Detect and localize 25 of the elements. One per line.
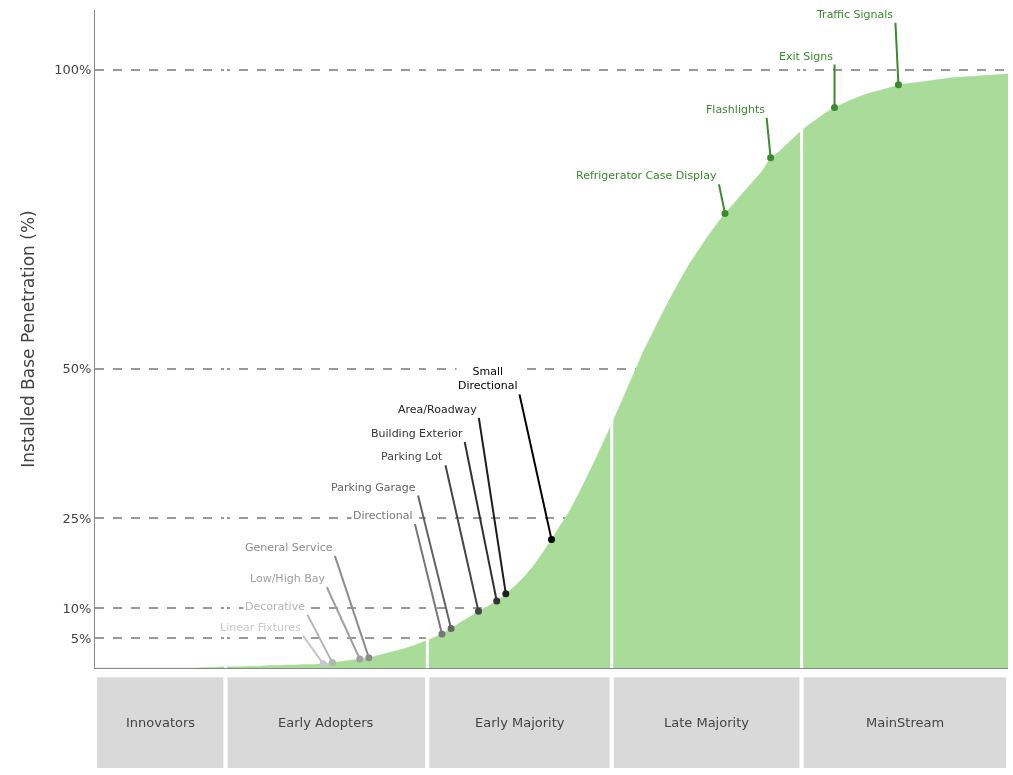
y-axis-title: Installed Base Penetration (%) [17,210,38,468]
y-tick-label: 25% [62,511,92,526]
y-tick-label: 100% [54,62,92,78]
annotation: Decorative [245,600,306,613]
y-tick-label: 10% [62,600,92,616]
annotation: Flashlights [706,103,766,116]
annotation: Refrigerator Case Display [576,169,717,182]
text: Innovators [126,715,196,730]
text: Early Majority [475,715,565,730]
annotation: Directional [353,509,413,522]
text: Late Majority [664,715,750,730]
annotation: Traffic Signals [816,8,894,21]
point [474,607,482,615]
text: MainStream [866,715,945,730]
text: Early Adopters [278,715,374,730]
annotation: General Service [245,541,333,554]
annotation: Parking Garage [331,481,416,494]
annotation: Area/Roadway [398,403,478,416]
annotation: Exit Signs [779,50,834,63]
annotation: Parking Lot [381,450,443,463]
y-tick-label: 50% [62,361,92,377]
y-tick-label: 5% [70,630,92,646]
annotation: Small Directional [458,365,518,393]
annotation: Low/High Bay [250,572,326,585]
annotation: Building Exterior [371,427,463,440]
